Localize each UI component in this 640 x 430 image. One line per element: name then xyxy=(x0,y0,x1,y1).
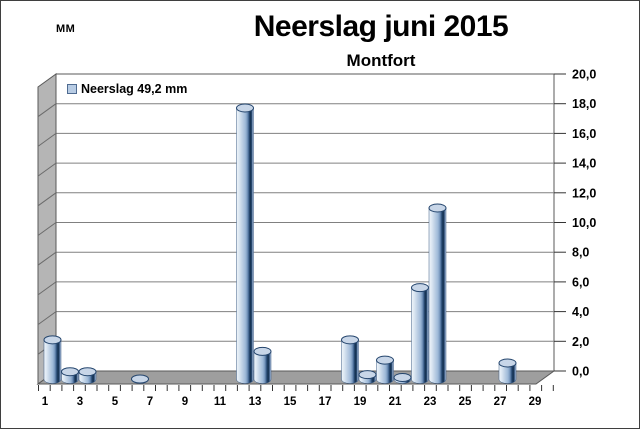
bar-day-23 xyxy=(428,207,447,384)
wall-gridline xyxy=(37,311,57,326)
y-axis-label: 0,0 xyxy=(572,365,589,379)
bar-cap-day-23 xyxy=(428,203,447,213)
bar-cap-day-1 xyxy=(43,335,62,345)
x-axis-label: 23 xyxy=(424,396,437,408)
y-axis-label: 14,0 xyxy=(572,157,596,171)
x-axis-label: 29 xyxy=(529,396,542,408)
x-axis-label: 19 xyxy=(354,396,367,408)
bar-cap-day-13 xyxy=(253,346,272,356)
bar-day-1 xyxy=(43,339,62,384)
x-axis-label: 25 xyxy=(459,396,472,408)
x-axis-label: 5 xyxy=(112,396,119,408)
chart-title: Neerslag juni 2015 xyxy=(253,10,509,43)
y-axis-label: 18,0 xyxy=(572,97,596,111)
wall-gridline xyxy=(37,132,57,147)
bar-cap-day-12 xyxy=(236,103,254,113)
wall-gridline xyxy=(37,192,57,207)
wall-gridline xyxy=(37,222,57,236)
bar-cap-day-22 xyxy=(411,283,429,293)
chart-subtitle: Montfort xyxy=(346,51,416,70)
bar-cap-day-27 xyxy=(498,358,517,368)
x-axis-label: 7 xyxy=(147,396,153,408)
bar-day-13 xyxy=(253,351,272,384)
legend-label: Neerslag 49,2 mm xyxy=(81,82,188,96)
bar-day-22 xyxy=(411,287,429,384)
y-axis-label: 12,0 xyxy=(572,186,596,200)
y-axis-label: 16,0 xyxy=(572,127,596,141)
legend: Neerslag 49,2 mm xyxy=(67,82,187,96)
bar-day-20 xyxy=(376,359,394,384)
x-axis-label: 9 xyxy=(182,396,188,408)
y-axis-label: 4,0 xyxy=(572,305,589,319)
bar-cap-day-20 xyxy=(376,355,394,365)
y-axis-label: 2,0 xyxy=(572,335,589,349)
wall-gridline xyxy=(37,251,57,266)
bar-day-27 xyxy=(498,362,517,384)
y-axis-label: 8,0 xyxy=(572,246,589,260)
wall-gridline xyxy=(37,281,57,296)
x-axis-label: 3 xyxy=(77,396,83,408)
bar-cap-day-3 xyxy=(78,367,97,377)
wall-gridline xyxy=(37,103,57,118)
x-axis-label: 13 xyxy=(249,396,262,408)
y-axis-unit-label: MM xyxy=(56,23,76,35)
floor xyxy=(36,370,556,385)
y-axis-label: 10,0 xyxy=(572,216,596,230)
x-axis-label: 17 xyxy=(319,396,332,408)
wall-gridline xyxy=(37,162,57,177)
bar-cap-day-6 xyxy=(131,374,149,384)
x-axis-label: 1 xyxy=(42,396,49,408)
y-axis-label: 6,0 xyxy=(572,275,589,289)
bar-day-12 xyxy=(236,107,254,384)
x-axis-label: 27 xyxy=(494,396,507,408)
bar-day-18 xyxy=(341,339,359,384)
bar-cap-day-19 xyxy=(358,370,377,380)
bar-cap-day-21 xyxy=(393,373,412,383)
bar-cap-day-2 xyxy=(61,367,79,377)
legend-swatch-icon xyxy=(67,84,77,94)
x-axis-label: 11 xyxy=(214,396,227,408)
x-axis-label: 15 xyxy=(284,396,297,408)
x-axis-label: 21 xyxy=(389,396,402,408)
y-axis-label: 20,0 xyxy=(572,68,596,82)
bar-cap-day-18 xyxy=(341,335,359,345)
